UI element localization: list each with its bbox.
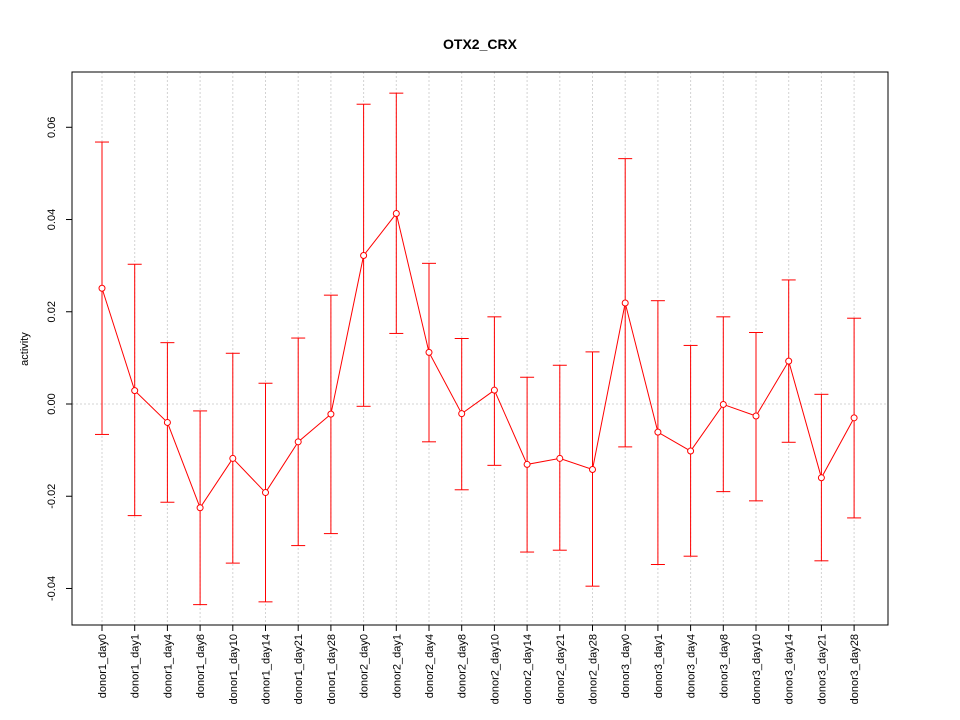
data-point	[785, 357, 793, 365]
x-axis: donor1_day0 donor1_day1 donor1_day4 donor1_…	[97, 625, 861, 704]
data-point	[458, 410, 466, 418]
chart-title: OTX2_CRX	[443, 36, 518, 52]
x-tick-label: donor3_day8	[718, 634, 730, 698]
x-tick-label: donor1_day1	[130, 634, 142, 698]
data-point	[425, 348, 433, 356]
x-tick-label: donor3_day10	[751, 634, 763, 704]
plot-frame	[71, 71, 889, 626]
x-tick-label: donor2_day10	[489, 634, 501, 704]
x-tick-label: donor1_day14	[261, 634, 273, 704]
x-tick-label: donor3_day14	[784, 634, 796, 704]
data-point	[490, 386, 498, 394]
x-tick-label: donor2_day1	[391, 634, 403, 698]
x-tick-label: donor1_day4	[162, 634, 174, 698]
y-axis-label: activity	[19, 332, 31, 366]
y-axis: -0.04 -0.02 0.00 0.02 0.04 0.06	[46, 117, 72, 601]
data-point	[196, 504, 204, 512]
x-tick-label: donor3_day4	[686, 634, 698, 698]
data-point	[131, 387, 139, 395]
x-tick-label: donor2_day28	[588, 634, 600, 704]
data-point	[556, 454, 564, 462]
series-line	[101, 212, 855, 509]
data-point	[262, 489, 269, 497]
data-point	[163, 418, 171, 426]
y-tick-label: 0.02	[46, 301, 58, 322]
data-point	[719, 400, 727, 408]
data-points	[98, 210, 858, 512]
data-point	[621, 299, 629, 307]
data-point	[98, 284, 106, 292]
x-tick-label: donor3_day21	[816, 634, 828, 704]
data-point	[523, 460, 531, 468]
x-tick-label: donor2_day8	[457, 634, 469, 698]
x-tick-label: donor3_day1	[653, 634, 665, 698]
data-point	[392, 210, 400, 218]
data-point	[850, 414, 858, 422]
data-point	[327, 410, 335, 418]
y-tick-label: 0.06	[46, 117, 58, 138]
data-point	[687, 447, 695, 455]
x-tick-label: donor2_day14	[522, 634, 534, 704]
data-point	[229, 454, 237, 462]
x-tick-label: donor1_day10	[228, 634, 240, 704]
x-tick-label: donor2_day4	[424, 634, 436, 698]
error-bars	[95, 92, 862, 606]
data-point	[817, 474, 825, 482]
y-tick-label: 0.00	[46, 393, 58, 414]
y-tick-label: -0.04	[46, 576, 58, 601]
data-point	[360, 251, 368, 259]
x-tick-label: donor1_day8	[195, 634, 207, 698]
data-point	[294, 438, 302, 446]
x-tick-label: donor1_day28	[326, 634, 338, 704]
x-tick-label: donor1_day0	[97, 634, 109, 698]
data-point	[589, 465, 596, 473]
data-point	[752, 412, 760, 420]
data-point	[654, 428, 662, 436]
y-tick-label: 0.04	[46, 209, 58, 230]
x-tick-label: donor1_day21	[293, 634, 305, 704]
x-tick-label: donor3_day28	[849, 634, 861, 704]
x-tick-label: donor2_day21	[555, 634, 567, 704]
grid	[72, 72, 888, 625]
x-tick-label: donor3_day0	[620, 634, 632, 698]
x-tick-label: donor2_day0	[359, 634, 371, 698]
y-tick-label: -0.02	[46, 484, 58, 509]
series-path	[101, 212, 855, 509]
